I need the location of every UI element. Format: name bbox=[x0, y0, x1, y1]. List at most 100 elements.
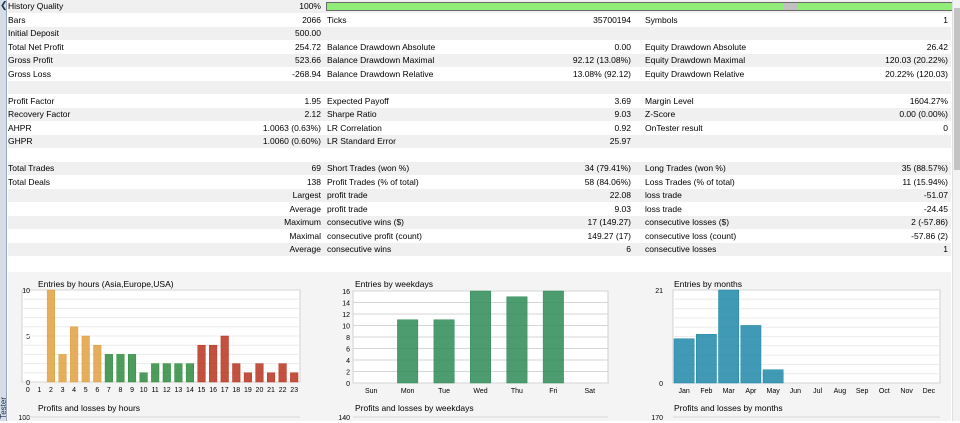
report-label bbox=[8, 203, 208, 216]
report-label: Short Trades (won %) bbox=[327, 163, 410, 173]
collapse-arrow-icon[interactable]: ❮ bbox=[0, 0, 8, 10]
chart-x-tick: 22 bbox=[279, 387, 287, 394]
chart-x-tick: 0 bbox=[26, 387, 30, 394]
chart-bar bbox=[174, 363, 183, 383]
report-value: 254.72 bbox=[295, 41, 321, 52]
report-label: OnTester result bbox=[645, 122, 703, 133]
chart-bar bbox=[740, 325, 762, 384]
report-row: Gross Loss -268.94 Balance Drawdown Relati… bbox=[8, 68, 951, 81]
chart-bar bbox=[197, 344, 206, 383]
chart-bar bbox=[93, 344, 102, 383]
chart-x-tick: Nov bbox=[900, 388, 913, 395]
chart-x-tick: Jan bbox=[678, 388, 689, 395]
report-value: -51.07 bbox=[923, 190, 948, 200]
vertical-scrollbar[interactable] bbox=[952, 0, 960, 421]
chart-bar bbox=[267, 372, 276, 383]
chart-x-tick: May bbox=[767, 388, 781, 395]
chart-bar bbox=[290, 372, 299, 383]
report-row: Maximum consecutive wins ($) 17 (149.27) co… bbox=[8, 216, 951, 229]
report-row: GHPR 1.0060 (0.60%) LR Standard Error 25.97 bbox=[8, 135, 951, 148]
report-value: 523.66 bbox=[295, 55, 321, 65]
chart-x-tick: 11 bbox=[152, 387, 159, 394]
report-value: 100% bbox=[299, 1, 321, 11]
report-label: Initial Deposit bbox=[8, 28, 60, 38]
report-row bbox=[8, 81, 951, 94]
report-value: -24.45 bbox=[923, 203, 948, 214]
lower-chart-y-tick: 100 bbox=[18, 415, 30, 421]
scrollbar-thumb[interactable] bbox=[954, 8, 960, 170]
chart-x-tick: 8 bbox=[119, 387, 123, 394]
chart-x-tick: 2 bbox=[49, 387, 53, 394]
chart-y-tick: 14 bbox=[342, 301, 350, 308]
backtest-report-table: History Quality 100% Bars 2066 Ticks 35700194… bbox=[8, 0, 953, 270]
report-value: 1.95 bbox=[304, 95, 321, 106]
chart-title: Entries by months bbox=[674, 279, 742, 289]
report-label: Total Net Profit bbox=[8, 41, 64, 52]
report-label: consecutive loss (count) bbox=[645, 230, 737, 241]
tester-side-panel[interactable]: ❮ Tester bbox=[0, 0, 8, 421]
chart-y-tick: 12 bbox=[342, 312, 350, 319]
tester-vertical-label[interactable]: Tester bbox=[0, 397, 8, 419]
chart-bar bbox=[255, 363, 264, 383]
report-value: 1 bbox=[943, 14, 948, 25]
report-value: 17 (149.27) bbox=[587, 217, 631, 227]
chart-y-tick: 0 bbox=[346, 381, 350, 388]
chart-y-tick: 6 bbox=[346, 347, 350, 354]
report-label: Ticks bbox=[327, 14, 347, 25]
chart-x-tick: 15 bbox=[198, 387, 206, 394]
report-value: Maximal bbox=[289, 230, 321, 241]
charts-area: Entries by hours (Asia,Europe,USA) 0 5 10 0 1… bbox=[8, 272, 951, 422]
chart-bar bbox=[696, 334, 717, 384]
report-value: 6 bbox=[626, 244, 631, 254]
report-value: 1.0060 (0.60%) bbox=[262, 136, 321, 146]
report-label: Balance Drawdown Absolute bbox=[327, 41, 436, 52]
lower-chart-title: Profits and losses by months bbox=[674, 403, 783, 413]
chart-x-tick: Sun bbox=[365, 388, 378, 395]
report-label bbox=[8, 216, 208, 229]
report-row: Total Net Profit 254.72 Balance Drawdown A… bbox=[8, 41, 951, 54]
chart-y-tick: 5 bbox=[26, 334, 30, 341]
chart-y-tick: 8 bbox=[346, 335, 350, 342]
report-label: loss trade bbox=[645, 203, 682, 214]
chart-bar bbox=[209, 344, 218, 383]
report-label: Long Trades (won %) bbox=[645, 163, 726, 173]
chart-x-tick: 10 bbox=[140, 387, 148, 394]
chart-bar bbox=[104, 354, 113, 383]
report-label: GHPR bbox=[8, 136, 33, 146]
report-value: 0.92 bbox=[614, 122, 631, 133]
report-label: Recovery Factor bbox=[8, 109, 71, 119]
report-value: -268.94 bbox=[292, 68, 321, 79]
report-label: Equity Drawdown Maximal bbox=[645, 55, 746, 65]
chart-bar bbox=[220, 335, 229, 383]
report-label bbox=[8, 230, 208, 243]
report-value: 3.69 bbox=[614, 95, 631, 106]
chart-y-tick: 10 bbox=[342, 324, 350, 331]
report-value: 69 bbox=[311, 163, 321, 173]
report-label: Symbols bbox=[645, 14, 678, 25]
chart-x-tick: Feb bbox=[700, 388, 712, 395]
report-row bbox=[8, 149, 951, 162]
chart-x-tick: 17 bbox=[221, 387, 229, 394]
report-row: Profit Factor 1.95 Expected Payoff 3.69 Marg… bbox=[8, 95, 951, 108]
lower-chart-y-tick: 170 bbox=[651, 415, 663, 421]
chart-x-tick: 4 bbox=[72, 387, 76, 394]
lower-chart-title: Profits and losses by weekdays bbox=[355, 403, 474, 413]
chart-title: Entries by hours (Asia,Europe,USA) bbox=[38, 279, 174, 289]
report-value: 9.03 bbox=[614, 203, 631, 214]
report-label: Equity Drawdown Absolute bbox=[645, 41, 747, 52]
report-label: Sharpe Ratio bbox=[327, 109, 377, 119]
chart-x-tick: Aug bbox=[834, 388, 847, 395]
chart-x-tick: 23 bbox=[290, 387, 298, 394]
chart-bar bbox=[139, 372, 148, 383]
chart-bar bbox=[46, 289, 56, 383]
chart-x-tick: 3 bbox=[61, 387, 65, 394]
report-value: 25.97 bbox=[609, 136, 631, 146]
report-value: 500.00 bbox=[295, 28, 321, 38]
chart-bar bbox=[718, 289, 739, 384]
report-label: Total Deals bbox=[8, 176, 51, 187]
report-row: Maximal consecutive profit (count) 149.27 … bbox=[8, 230, 951, 243]
report-row: Largest profit trade 22.08 loss trade -51.07 bbox=[8, 189, 951, 202]
report-value: 26.42 bbox=[926, 41, 948, 52]
chart-x-tick: Mon bbox=[401, 388, 415, 395]
report-label: LR Correlation bbox=[327, 122, 382, 133]
